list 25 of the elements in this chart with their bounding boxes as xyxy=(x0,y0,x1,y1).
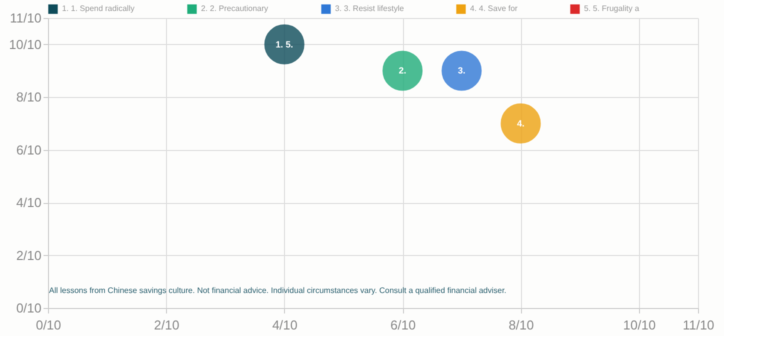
legend-label: 5. 5. Frugality a xyxy=(584,4,640,14)
x-tick-label: 11/10 xyxy=(682,318,714,332)
x-tick-label: 8/10 xyxy=(508,318,534,332)
y-tick-label: 8/10 xyxy=(16,90,42,105)
y-tick-label: 2/10 xyxy=(16,248,42,263)
legend-label: 2. 2. Precautionary xyxy=(201,4,268,14)
x-tick-label: 0/10 xyxy=(36,318,62,332)
annotation: All lessons from Chinese savings culture. Not financial advice. Individual circumstances vary. Consult a qualified financial adviser. xyxy=(49,286,506,295)
x-tick-label: 6/10 xyxy=(390,318,416,332)
legend-label: 3. 3. Resist lifestyle xyxy=(335,4,404,14)
x-tick-label: 10/10 xyxy=(623,318,656,332)
annotation: 1. xyxy=(276,39,284,50)
y-tick-label: 11/10 xyxy=(10,10,42,26)
legend-label: 1. 1. Spend radically xyxy=(62,4,134,14)
annotation: 4. xyxy=(516,118,524,128)
y-tick-label: 6/10 xyxy=(16,142,42,158)
x-tick-label: 4/10 xyxy=(272,318,298,332)
y-tick-label: 4/10 xyxy=(16,195,42,210)
annotation: 5. xyxy=(286,39,294,50)
legend-label: 4. 4. Save for xyxy=(470,4,518,14)
x-tick-label: 2/10 xyxy=(154,318,180,332)
y-tick-label: 10/10 xyxy=(8,36,42,52)
annotation: 2. xyxy=(398,66,406,76)
annotation: 3. xyxy=(458,66,466,76)
y-tick-label: 0/10 xyxy=(16,300,42,316)
